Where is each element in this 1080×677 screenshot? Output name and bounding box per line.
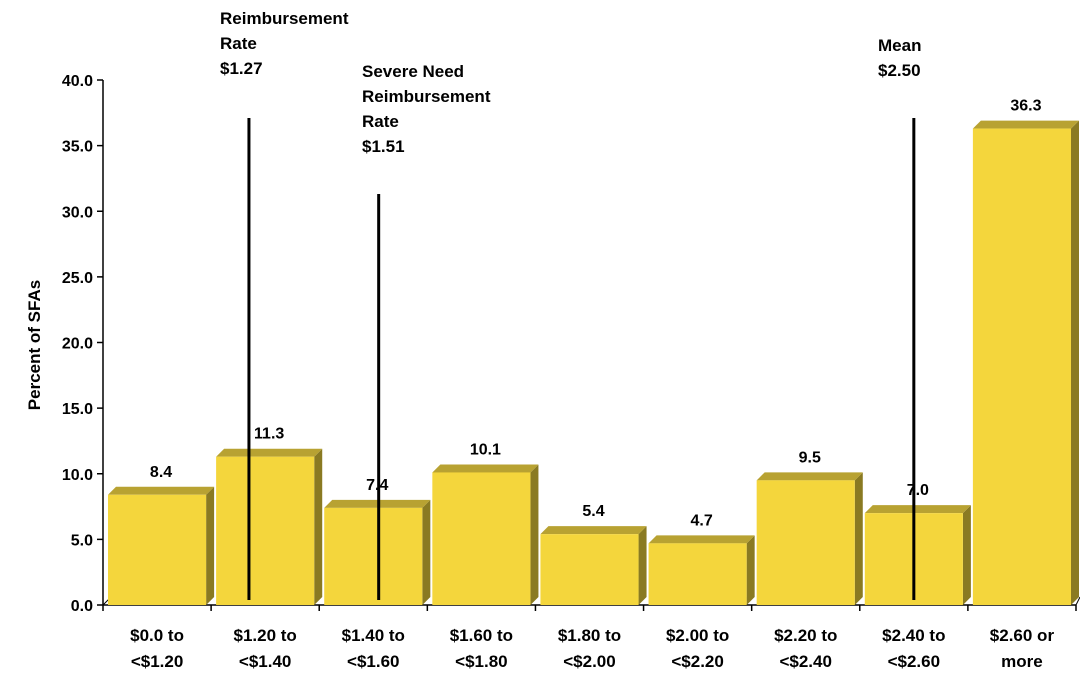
severe-need-rate-label: Reimbursement (362, 87, 491, 106)
y-tick-label: 20.0 (62, 336, 93, 353)
reimbursement-rate-label: Reimbursement (220, 9, 349, 28)
value-label: 10.1 (470, 441, 501, 458)
bar-top (648, 535, 755, 544)
bar-top (972, 120, 1079, 129)
y-tick-label: 0.0 (71, 598, 93, 615)
x-tick-label: <$2.20 (671, 652, 723, 671)
y-tick-label: 25.0 (62, 270, 93, 287)
severe-need-rate-label: Severe Need (362, 62, 464, 81)
bar-side (746, 535, 755, 605)
severe-need-rate-label: $1.51 (362, 137, 405, 156)
mean-label: Mean (878, 36, 921, 55)
reference-lines (247, 118, 916, 600)
x-tick-label: more (1001, 652, 1043, 671)
bar-face (108, 494, 207, 605)
bar (324, 499, 431, 605)
bar (972, 120, 1079, 605)
x-axis-depth-right (1075, 596, 1080, 606)
y-tick-label: 10.0 (62, 467, 93, 484)
severe-need-rate-label: Rate (362, 112, 399, 131)
y-tick-label: 40.0 (62, 73, 93, 90)
x-tick-label: $2.60 or (990, 626, 1055, 645)
y-tick-label: 15.0 (62, 401, 93, 418)
bar (216, 448, 323, 605)
value-label: 5.4 (582, 503, 604, 520)
bar-top (216, 448, 323, 457)
bar (108, 486, 215, 605)
value-label: 7.0 (907, 482, 929, 499)
bar-face (432, 472, 531, 605)
x-tick-label: <$1.80 (455, 652, 507, 671)
bar-side (962, 505, 971, 605)
bar-top (756, 472, 863, 481)
bar-top (108, 486, 215, 495)
bar-face (756, 480, 855, 605)
reimbursement-rate-label: $1.27 (220, 59, 263, 78)
x-tick-label: <$2.00 (563, 652, 615, 671)
bar-top (432, 464, 539, 473)
x-tick-label: $2.40 to (882, 626, 945, 645)
x-tick-label: $1.60 to (450, 626, 513, 645)
bar-side (422, 499, 431, 605)
bar (756, 472, 863, 605)
bar (648, 535, 755, 605)
x-tick-label: $0.0 to (130, 626, 184, 645)
bar-top (540, 526, 647, 535)
y-tick-label: 5.0 (71, 532, 93, 549)
bar-face (972, 128, 1071, 605)
bar-side (638, 526, 647, 605)
bar-face (648, 543, 747, 605)
x-tick-label: $1.40 to (342, 626, 405, 645)
x-tick-label: <$1.60 (347, 652, 399, 671)
value-label: 36.3 (1010, 98, 1041, 115)
x-tick-label: <$2.40 (779, 652, 831, 671)
x-tick-label: <$2.60 (888, 652, 940, 671)
x-tick-label: $2.00 to (666, 626, 729, 645)
x-tick-label: $2.20 to (774, 626, 837, 645)
mean-label: $2.50 (878, 61, 921, 80)
bar-face (540, 534, 639, 605)
value-label: 8.4 (150, 464, 172, 481)
y-tick-label: 35.0 (62, 139, 93, 156)
bar (432, 464, 539, 605)
bar (540, 526, 647, 605)
x-tick-label: $1.80 to (558, 626, 621, 645)
x-tick-label: $1.20 to (234, 626, 297, 645)
bar-side (854, 472, 863, 605)
bar-face (216, 456, 315, 605)
bar-face (324, 507, 423, 605)
value-label: 9.5 (799, 449, 821, 466)
labels: 8.4 $0.0 to <$1.20 11.3 $1.20 to <$1.40 7.4 $1.… (130, 9, 1054, 671)
bar-top (864, 505, 971, 514)
bar-side (1071, 120, 1079, 605)
x-tick-label: <$1.20 (131, 652, 183, 671)
value-label: 7.4 (366, 477, 388, 494)
bar (864, 505, 971, 605)
bars (108, 120, 1079, 605)
value-label: 11.3 (254, 426, 284, 443)
bar-side (206, 486, 215, 605)
x-tick-label: <$1.40 (239, 652, 291, 671)
reimbursement-rate-label: Rate (220, 34, 257, 53)
y-tick-label: 30.0 (62, 204, 93, 221)
value-label: 4.7 (690, 512, 712, 529)
bar-side (530, 464, 539, 605)
bar-side (314, 448, 323, 605)
y-axis-title: Percent of SFAs (25, 280, 44, 410)
